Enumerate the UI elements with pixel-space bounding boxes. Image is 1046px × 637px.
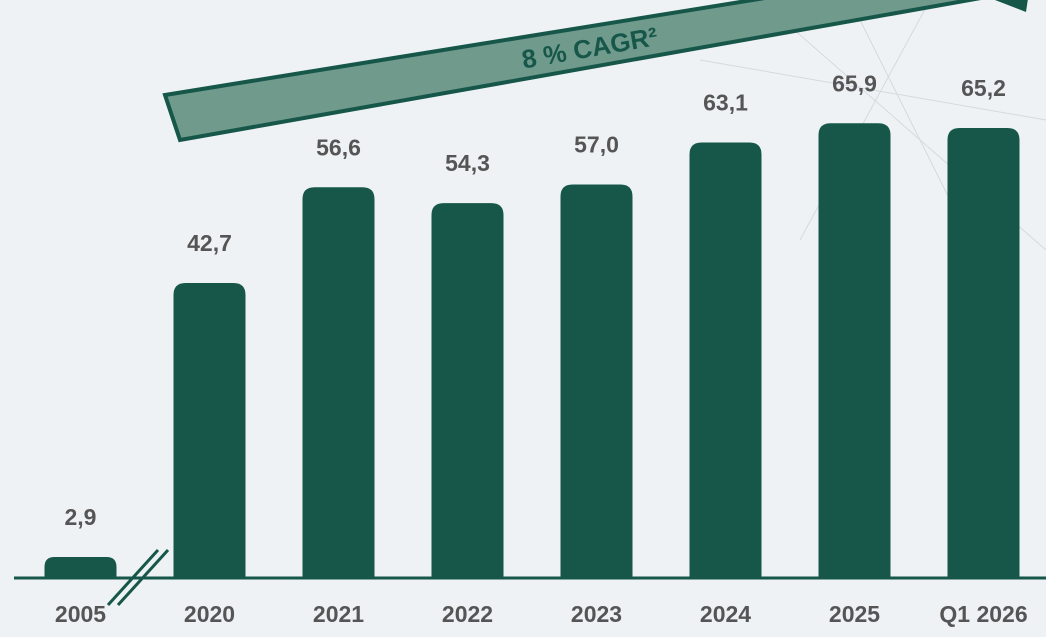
bar [947,128,1020,577]
bar [818,123,891,577]
value-label: 57,0 [574,132,619,158]
value-label: 63,1 [703,90,748,116]
bar [44,557,117,577]
value-label: 65,2 [961,75,1006,101]
value-label: 56,6 [316,134,361,160]
value-label: 2,9 [65,504,97,530]
x-tick-label: 2025 [829,601,880,627]
bar [431,203,504,577]
bar [173,282,246,577]
x-tick-label: 2022 [442,601,493,627]
x-tick-label: 2020 [184,601,235,627]
x-tick-label: 2005 [55,601,106,627]
x-tick-label: 2021 [313,601,364,627]
x-tick-label: Q1 2026 [939,601,1027,627]
bar [560,184,633,577]
bar [302,187,375,578]
x-tick-label: 2023 [571,601,622,627]
value-label: 42,7 [187,230,232,256]
cagr-arrow [162,0,1028,143]
value-label: 54,3 [445,150,490,176]
x-tick-label: 2024 [700,601,751,627]
axis-break [106,548,170,607]
bar [689,142,762,578]
value-label: 65,9 [832,70,877,96]
